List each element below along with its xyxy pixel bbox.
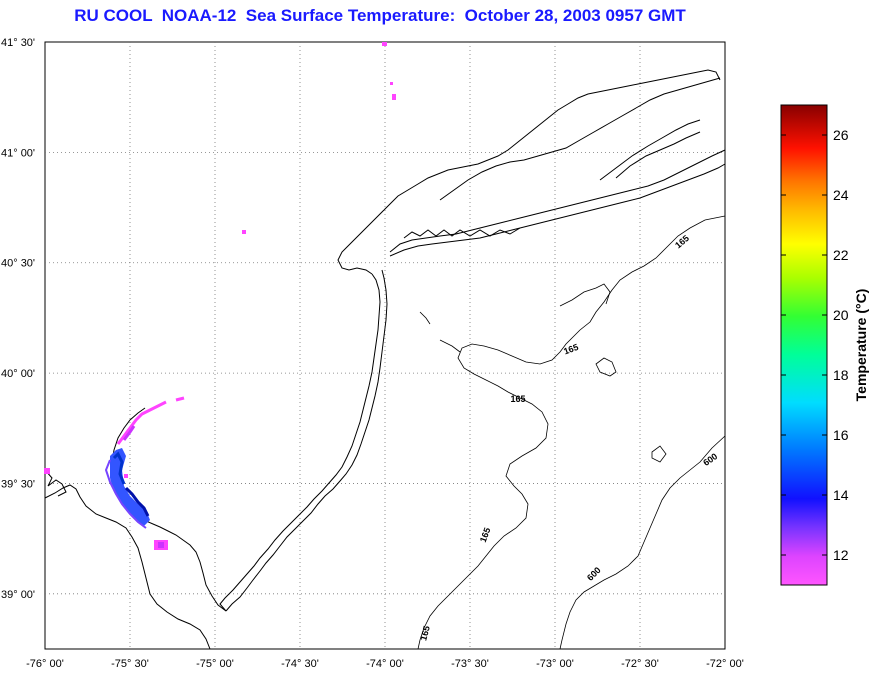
colorbar-tick-label: 26 (833, 127, 849, 143)
colorbar-ticks: 26 24 22 20 18 16 14 12 (781, 127, 849, 563)
lon-tick-label: -74° 30' (281, 658, 319, 670)
lon-tick-label: -73° 00' (536, 658, 574, 670)
colorbar-tick-label: 24 (833, 187, 849, 203)
map-title: RU COOL NOAA-12 Sea Surface Temperature:… (74, 6, 686, 25)
contour-label: 600 (585, 565, 603, 583)
lat-tick-label: 40° 00' (1, 368, 35, 380)
colorbar-tick-label: 14 (833, 487, 849, 503)
contour-label: 165 (418, 625, 432, 642)
lat-tick-label: 39° 30' (1, 478, 35, 490)
colorbar-tick-label: 12 (833, 547, 849, 563)
colorbar-tick-label: 20 (833, 307, 849, 323)
colorbar-tick-label: 16 (833, 427, 849, 443)
colorbar-gradient (780, 104, 828, 586)
lon-tick-label: -72° 00' (706, 658, 744, 670)
lat-tick-label: 39° 00' (1, 589, 35, 601)
lat-tick-label: 40° 30' (1, 258, 35, 270)
lon-tick-label: -73° 30' (451, 658, 489, 670)
contour-labels: 165 165 165 165 165 600 600 (418, 233, 719, 642)
colorbar-tick-label: 18 (833, 367, 849, 383)
colorbar: 26 24 22 20 18 16 14 12 Temperature (°C) (780, 104, 869, 586)
contour-label: 165 (673, 233, 691, 250)
lat-tick-label: 41° 30' (1, 37, 35, 49)
lon-tick-label: -76° 00' (26, 658, 64, 670)
lon-tick-label: -72° 30' (621, 658, 659, 670)
axis-tick-labels: -76° 00' -75° 30' -75° 00' -74° 30' -74° 00'… (1, 37, 744, 670)
contour-label: 165 (478, 526, 493, 544)
contour-label: 165 (510, 394, 525, 404)
graticule (45, 42, 725, 649)
colorbar-tick-label: 22 (833, 247, 849, 263)
bathymetry-contours (417, 215, 726, 650)
colorbar-label: Temperature (°C) (853, 289, 869, 402)
lat-tick-label: 41° 00' (1, 147, 35, 159)
lon-tick-label: -74° 00' (366, 658, 404, 670)
lon-tick-label: -75° 00' (196, 658, 234, 670)
sst-data-pixels (44, 42, 396, 550)
contour-label: 165 (562, 342, 580, 357)
lon-tick-label: -75° 30' (111, 658, 149, 670)
contour-label: 600 (701, 451, 719, 468)
plot-frame (44, 41, 726, 650)
